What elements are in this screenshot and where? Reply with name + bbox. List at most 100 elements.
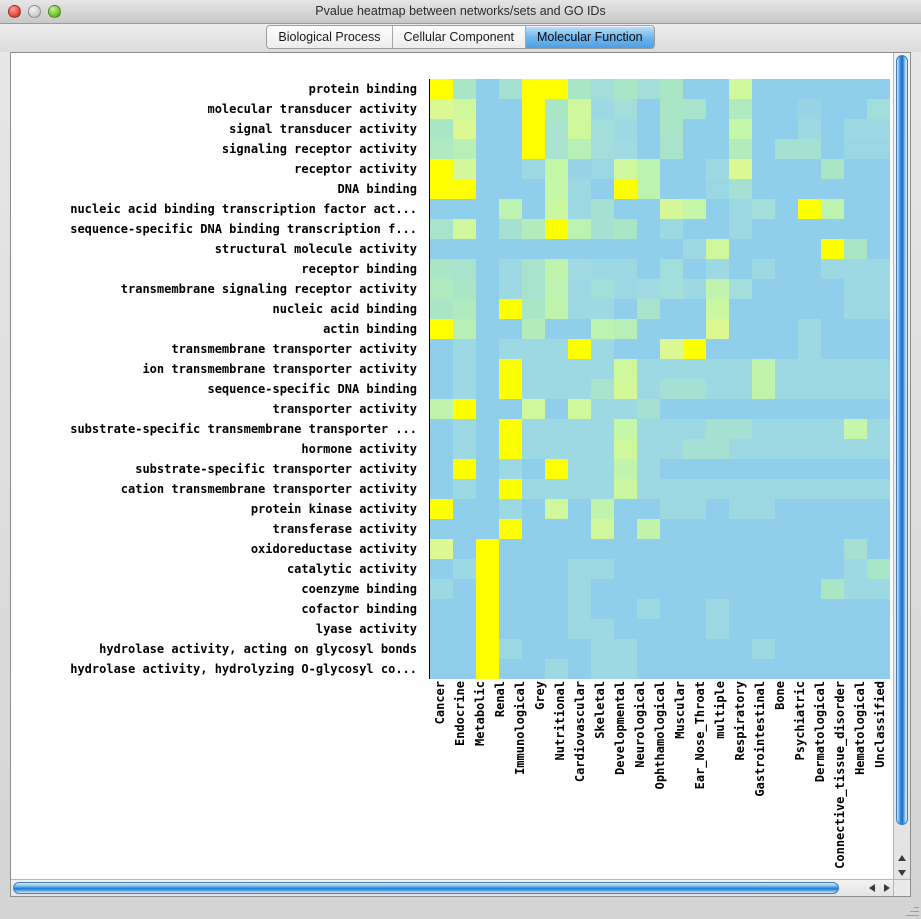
heatmap-cell[interactable] [660, 479, 683, 499]
heatmap-cell[interactable] [522, 279, 545, 299]
heatmap-cell[interactable] [476, 119, 499, 139]
heatmap-cell[interactable] [453, 359, 476, 379]
heatmap-cell[interactable] [545, 499, 568, 519]
heatmap-cell[interactable] [683, 279, 706, 299]
heatmap-cell[interactable] [453, 639, 476, 659]
heatmap-cell[interactable] [522, 659, 545, 679]
heatmap-cell[interactable] [453, 479, 476, 499]
heatmap-cell[interactable] [453, 439, 476, 459]
heatmap-cell[interactable] [821, 159, 844, 179]
heatmap-cell[interactable] [614, 599, 637, 619]
heatmap-cell[interactable] [729, 159, 752, 179]
heatmap-cell[interactable] [568, 159, 591, 179]
heatmap-cell[interactable] [775, 379, 798, 399]
heatmap-cell[interactable] [729, 379, 752, 399]
heatmap-cell[interactable] [522, 539, 545, 559]
heatmap-cell[interactable] [568, 319, 591, 339]
heatmap-cell[interactable] [476, 259, 499, 279]
heatmap-cell[interactable] [499, 219, 522, 239]
heatmap-cell[interactable] [660, 259, 683, 279]
heatmap-cell[interactable] [683, 219, 706, 239]
heatmap-cell[interactable] [545, 359, 568, 379]
heatmap-cell[interactable] [660, 659, 683, 679]
heatmap-cell[interactable] [545, 219, 568, 239]
heatmap-cell[interactable] [430, 539, 453, 559]
heatmap-cell[interactable] [867, 659, 890, 679]
tab-molecular-function[interactable]: Molecular Function [526, 26, 654, 48]
heatmap-cell[interactable] [522, 199, 545, 219]
vertical-scrollbar[interactable] [893, 53, 910, 880]
heatmap-cell[interactable] [706, 459, 729, 479]
heatmap-cell[interactable] [430, 519, 453, 539]
heatmap-cell[interactable] [522, 159, 545, 179]
heatmap-cell[interactable] [798, 579, 821, 599]
heatmap-cell[interactable] [522, 459, 545, 479]
heatmap-cell[interactable] [729, 439, 752, 459]
heatmap-cell[interactable] [476, 219, 499, 239]
heatmap-cell[interactable] [729, 319, 752, 339]
heatmap-cell[interactable] [683, 439, 706, 459]
heatmap-cell[interactable] [660, 139, 683, 159]
heatmap-cell[interactable] [476, 339, 499, 359]
heatmap-cell[interactable] [752, 259, 775, 279]
heatmap-cell[interactable] [844, 219, 867, 239]
heatmap-cell[interactable] [614, 539, 637, 559]
heatmap-cell[interactable] [729, 299, 752, 319]
heatmap-cell[interactable] [683, 619, 706, 639]
heatmap-cell[interactable] [706, 519, 729, 539]
heatmap-cell[interactable] [637, 139, 660, 159]
heatmap-cell[interactable] [499, 459, 522, 479]
heatmap-cell[interactable] [729, 279, 752, 299]
heatmap-cell[interactable] [821, 239, 844, 259]
heatmap-cell[interactable] [453, 119, 476, 139]
heatmap-cell[interactable] [752, 519, 775, 539]
scroll-up-icon[interactable] [894, 850, 909, 865]
heatmap-cell[interactable] [499, 399, 522, 419]
scroll-right-icon[interactable] [879, 881, 894, 896]
heatmap-cell[interactable] [867, 639, 890, 659]
heatmap-cell[interactable] [775, 339, 798, 359]
heatmap-cell[interactable] [476, 479, 499, 499]
heatmap-cell[interactable] [637, 499, 660, 519]
heatmap-cell[interactable] [568, 279, 591, 299]
heatmap-cell[interactable] [591, 419, 614, 439]
heatmap-cell[interactable] [798, 539, 821, 559]
heatmap-cell[interactable] [867, 159, 890, 179]
heatmap-cell[interactable] [821, 379, 844, 399]
heatmap-cell[interactable] [614, 179, 637, 199]
heatmap-cell[interactable] [591, 399, 614, 419]
heatmap-cell[interactable] [453, 519, 476, 539]
heatmap-cell[interactable] [476, 599, 499, 619]
close-button[interactable] [8, 5, 21, 18]
heatmap-cell[interactable] [637, 239, 660, 259]
heatmap-cell[interactable] [453, 319, 476, 339]
heatmap-cell[interactable] [821, 119, 844, 139]
heatmap-cell[interactable] [706, 239, 729, 259]
heatmap-cell[interactable] [545, 599, 568, 619]
heatmap-cell[interactable] [499, 579, 522, 599]
heatmap-cell[interactable] [522, 479, 545, 499]
heatmap-cell[interactable] [729, 559, 752, 579]
heatmap-cell[interactable] [683, 319, 706, 339]
heatmap-cell[interactable] [775, 499, 798, 519]
heatmap-cell[interactable] [821, 79, 844, 99]
heatmap-cell[interactable] [430, 479, 453, 499]
heatmap-cell[interactable] [775, 579, 798, 599]
heatmap-cell[interactable] [499, 119, 522, 139]
heatmap-cell[interactable] [706, 479, 729, 499]
heatmap-cell[interactable] [614, 399, 637, 419]
heatmap-cell[interactable] [591, 519, 614, 539]
heatmap-cell[interactable] [453, 219, 476, 239]
heatmap-cell[interactable] [775, 239, 798, 259]
heatmap-cell[interactable] [844, 259, 867, 279]
heatmap-cell[interactable] [821, 179, 844, 199]
heatmap-cell[interactable] [706, 419, 729, 439]
heatmap-cell[interactable] [706, 619, 729, 639]
zoom-button[interactable] [48, 5, 61, 18]
heatmap-cell[interactable] [798, 119, 821, 139]
heatmap-cell[interactable] [545, 539, 568, 559]
heatmap-cell[interactable] [798, 339, 821, 359]
heatmap-cell[interactable] [683, 539, 706, 559]
heatmap-cell[interactable] [453, 339, 476, 359]
heatmap-cell[interactable] [867, 219, 890, 239]
